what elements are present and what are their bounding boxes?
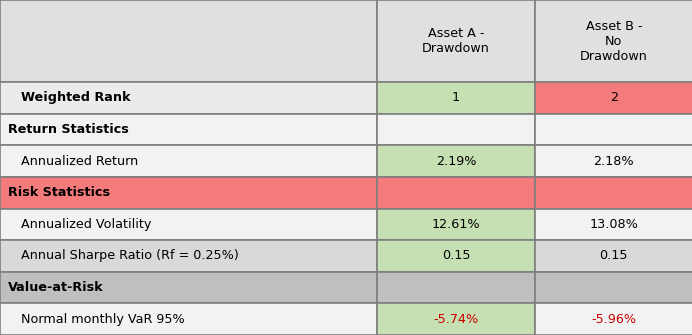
Bar	[0, 272, 377, 304]
Bar	[535, 177, 692, 208]
Text: Asset B -
No
Drawdown: Asset B - No Drawdown	[580, 19, 648, 63]
Text: 2.19%: 2.19%	[436, 155, 476, 168]
Bar	[377, 240, 535, 272]
Bar	[535, 208, 692, 240]
Text: Weighted Rank: Weighted Rank	[21, 91, 130, 105]
Bar	[0, 0, 377, 82]
Text: 1: 1	[452, 91, 460, 105]
Bar	[0, 208, 377, 240]
Bar	[0, 177, 377, 208]
Text: Annual Sharpe Ratio (Rf = 0.25%): Annual Sharpe Ratio (Rf = 0.25%)	[21, 250, 239, 262]
Text: -5.74%: -5.74%	[433, 313, 479, 326]
Text: -5.96%: -5.96%	[591, 313, 637, 326]
Bar	[377, 82, 535, 114]
Text: Value-at-Risk: Value-at-Risk	[8, 281, 104, 294]
Text: Normal monthly VaR 95%: Normal monthly VaR 95%	[21, 313, 185, 326]
Text: 12.61%: 12.61%	[432, 218, 480, 231]
Bar	[0, 114, 377, 145]
Bar	[0, 304, 377, 335]
Text: Risk Statistics: Risk Statistics	[8, 186, 110, 199]
Bar	[0, 240, 377, 272]
Bar	[377, 145, 535, 177]
Bar	[377, 177, 535, 208]
Text: 0.15: 0.15	[599, 250, 628, 262]
Bar	[535, 240, 692, 272]
Text: 2.18%: 2.18%	[594, 155, 634, 168]
Bar	[535, 272, 692, 304]
Bar	[535, 0, 692, 82]
Bar	[535, 82, 692, 114]
Text: Annualized Return: Annualized Return	[21, 155, 138, 168]
Bar	[0, 82, 377, 114]
Text: Asset A -
Drawdown: Asset A - Drawdown	[422, 27, 490, 55]
Text: 2: 2	[610, 91, 618, 105]
Bar	[377, 272, 535, 304]
Text: 13.08%: 13.08%	[590, 218, 638, 231]
Bar	[535, 114, 692, 145]
Bar	[535, 145, 692, 177]
Bar	[535, 304, 692, 335]
Text: Return Statistics: Return Statistics	[8, 123, 129, 136]
Bar	[377, 208, 535, 240]
Text: 0.15: 0.15	[441, 250, 471, 262]
Bar	[0, 145, 377, 177]
Text: Annualized Volatility: Annualized Volatility	[21, 218, 151, 231]
Bar	[377, 114, 535, 145]
Bar	[377, 0, 535, 82]
Bar	[377, 304, 535, 335]
